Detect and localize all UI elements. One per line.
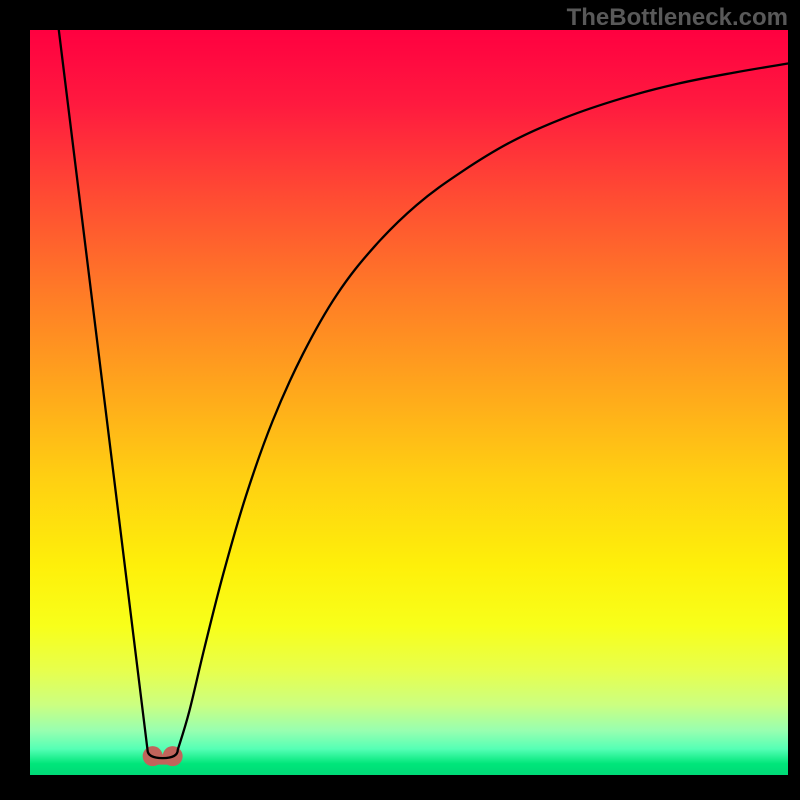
watermark-label: TheBottleneck.com	[567, 4, 788, 32]
plot-area	[30, 30, 788, 775]
chart-svg	[0, 0, 800, 800]
chart-root: TheBottleneck.com	[0, 0, 800, 800]
